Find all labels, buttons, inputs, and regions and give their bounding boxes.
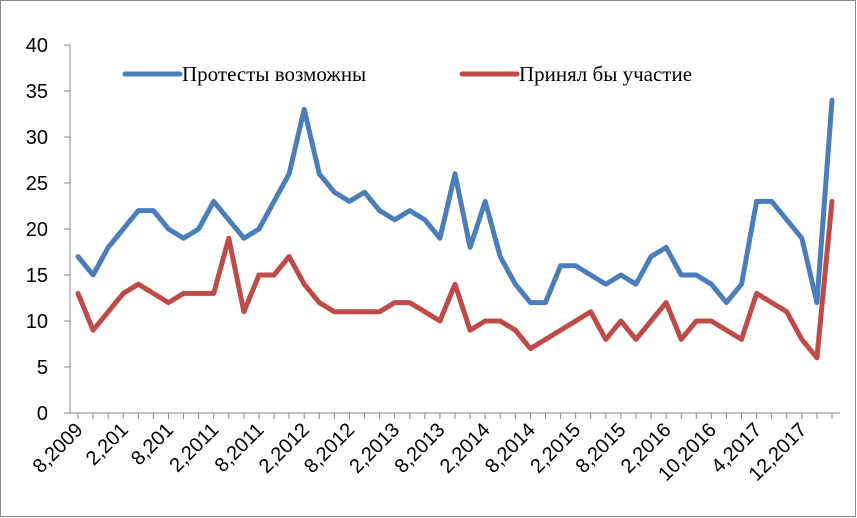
y-tick-label: 40 <box>26 35 48 57</box>
y-tick-label: 5 <box>37 357 48 379</box>
y-tick-label: 25 <box>26 173 48 195</box>
y-tick-label: 20 <box>26 219 48 241</box>
series-line <box>75 97 835 306</box>
legend: Протесты возможны Принял бы участие <box>122 62 692 86</box>
series-line <box>75 198 835 361</box>
y-tick-label: 10 <box>26 311 48 333</box>
y-tick-label: 30 <box>26 127 48 149</box>
y-tick-label: 15 <box>26 265 48 287</box>
y-tick-label: 35 <box>26 81 48 103</box>
legend-label: Принял бы участие <box>519 62 692 86</box>
legend-label: Протесты возможны <box>182 62 366 86</box>
y-tick-label: 0 <box>37 403 48 425</box>
